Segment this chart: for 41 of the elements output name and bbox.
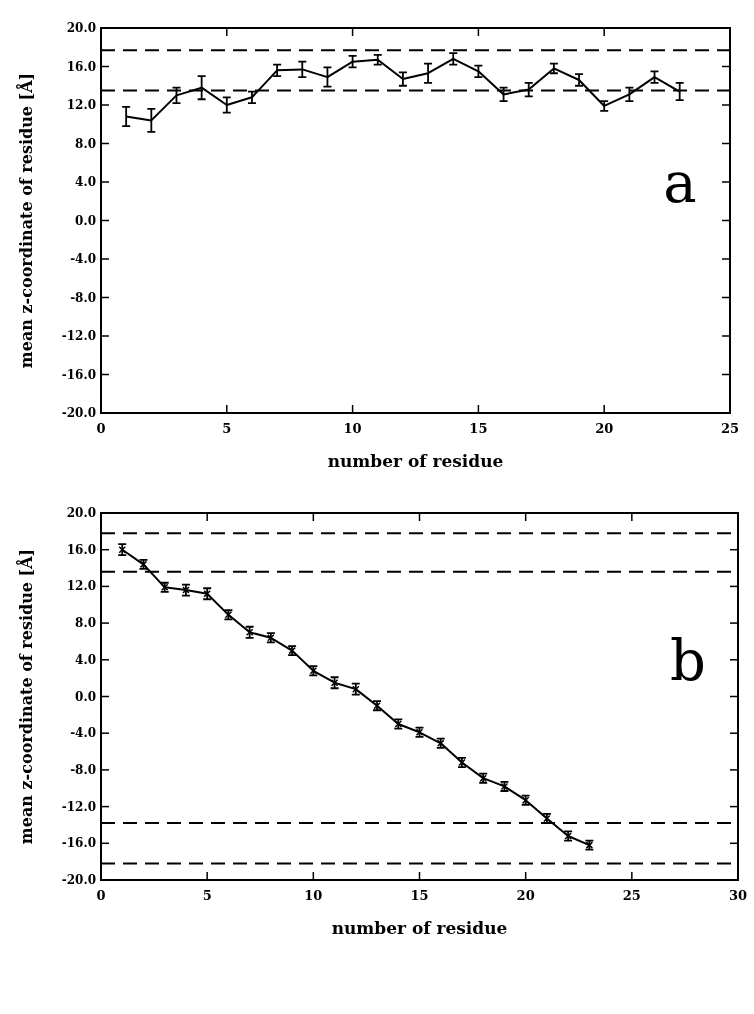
y-tick-label: 20.0 xyxy=(66,506,96,520)
y-tick-label: -4.0 xyxy=(70,252,96,266)
annotation: a xyxy=(663,150,697,215)
y-axis-title: mean z-coordinate of residue [Å] xyxy=(15,72,36,369)
x-tick-label: 15 xyxy=(469,421,488,436)
y-tick-label: -20.0 xyxy=(61,873,96,887)
y-tick-label: 4.0 xyxy=(75,175,96,189)
x-tick-label: 20 xyxy=(516,888,535,903)
x-tick-label: 15 xyxy=(410,888,429,903)
y-axis-title: mean z-coordinate of residue [Å] xyxy=(15,548,36,845)
y-tick-label: -8.0 xyxy=(70,290,96,305)
y-tick-label: 12.0 xyxy=(66,579,96,594)
y-tick-label: 4.0 xyxy=(75,652,96,667)
y-tick-label: 16.0 xyxy=(66,59,96,74)
x-tick-label: 10 xyxy=(304,888,323,903)
y-tick-label: 0.0 xyxy=(75,213,96,228)
x-tick-label: 10 xyxy=(343,421,362,436)
y-tick-label: 8.0 xyxy=(75,616,96,631)
y-tick-label: 12.0 xyxy=(66,98,96,112)
y-tick-label: -4.0 xyxy=(70,726,96,741)
x-tick-label: 25 xyxy=(720,421,740,436)
x-tick-label: 30 xyxy=(728,888,748,903)
y-tick-label: 20.0 xyxy=(66,21,96,35)
y-tick-label: -16.0 xyxy=(61,836,96,851)
y-tick-label: 8.0 xyxy=(75,136,96,151)
x-axis-title: number of residue xyxy=(327,451,504,471)
annotation: b xyxy=(670,627,706,693)
y-tick-label: -12.0 xyxy=(61,329,96,343)
y-tick-label: 0.0 xyxy=(75,689,96,704)
y-tick-label: 16.0 xyxy=(66,542,96,557)
y-tick-label: -20.0 xyxy=(61,406,96,420)
x-tick-label: 5 xyxy=(202,888,212,903)
y-tick-label: -16.0 xyxy=(61,367,96,382)
y-tick-label: -12.0 xyxy=(61,799,96,814)
y-tick-label: -8.0 xyxy=(70,762,96,777)
x-tick-label: 5 xyxy=(222,421,232,436)
x-axis-title: number of residue xyxy=(331,918,508,938)
x-tick-label: 25 xyxy=(622,888,641,903)
x-tick-label: 0 xyxy=(96,888,106,903)
x-tick-label: 20 xyxy=(595,421,614,436)
x-tick-label: 0 xyxy=(96,421,106,436)
